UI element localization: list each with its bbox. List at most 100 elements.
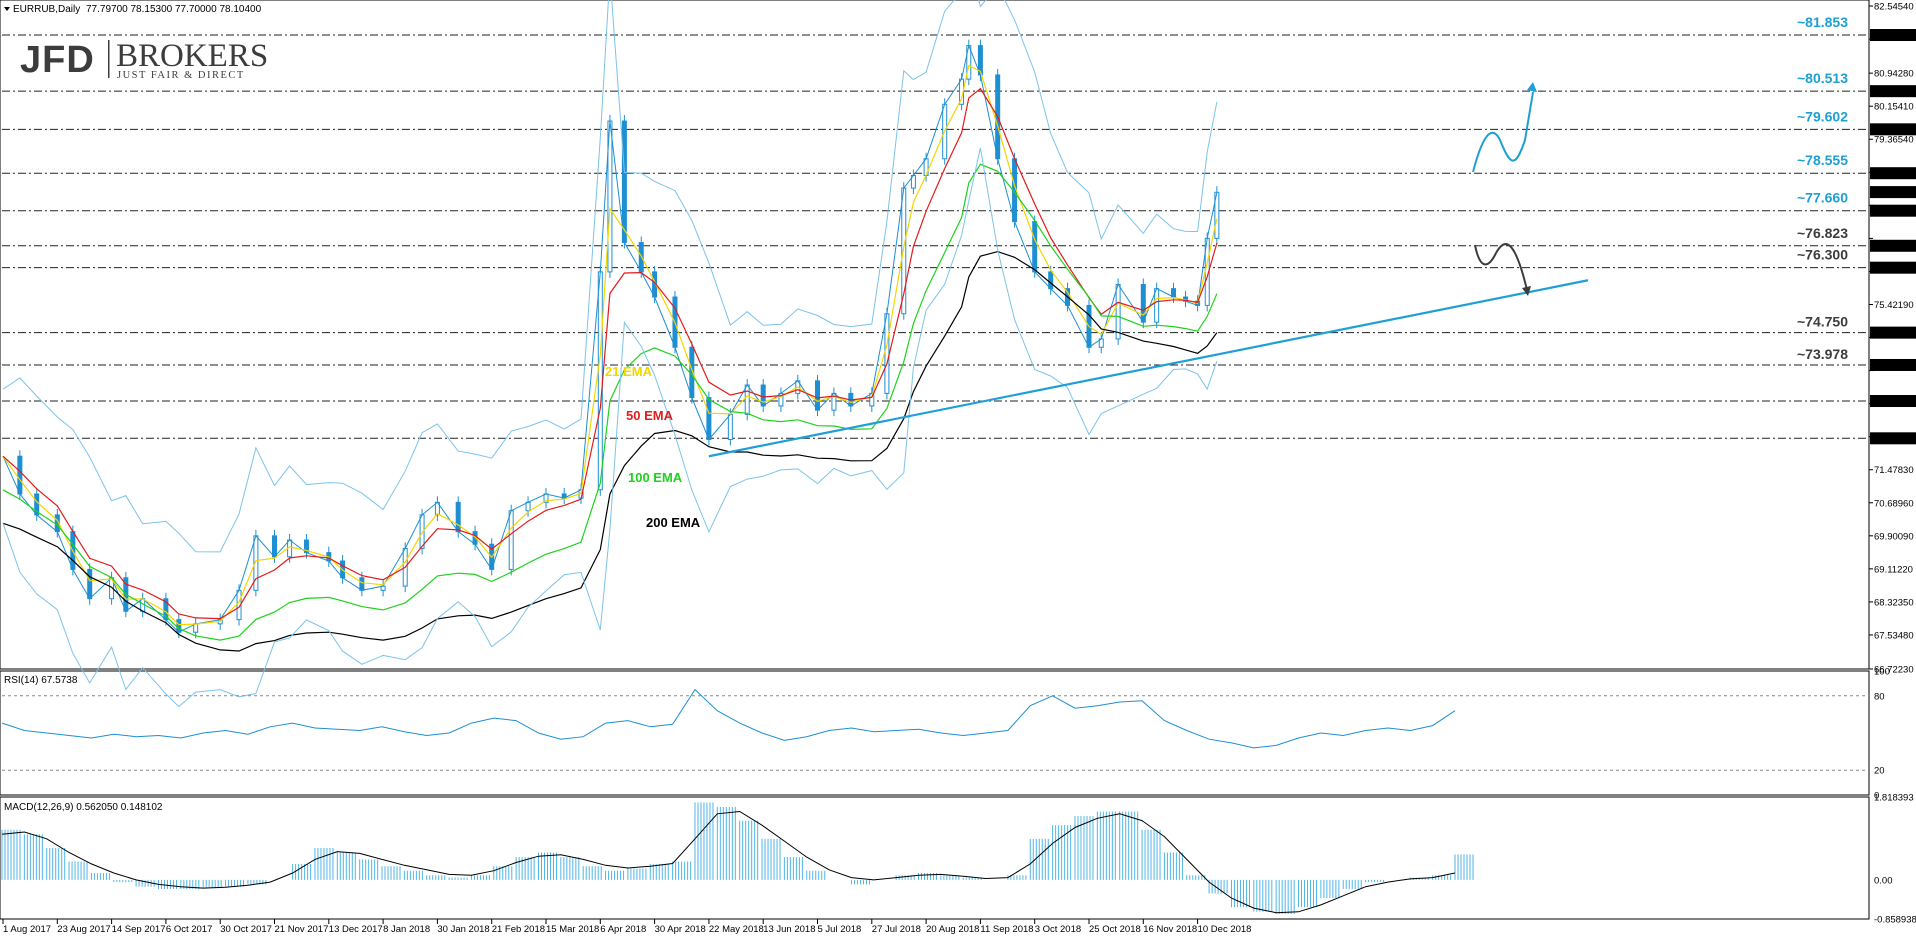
time-axis-label: 22 May 2018 [709, 924, 764, 935]
level-price-tag-text: 79.60200 [1872, 125, 1912, 136]
macd-title: MACD(12,26,9) 0.562050 0.148102 [4, 802, 163, 813]
logo-tagline: JUST FAIR & DIRECT [117, 70, 245, 81]
rsi-axis-label: 0 [1874, 791, 1879, 802]
macd-axis-label: 0.00 [1874, 875, 1893, 886]
time-axis-label: 13 Dec 2017 [329, 924, 383, 935]
time-axis-label: 11 Sep 2018 [980, 924, 1033, 935]
candle-body [455, 501, 461, 533]
ema-line [2, 163, 1218, 641]
price-axis-label: 67.53480 [1874, 630, 1914, 641]
time-axis-label: 30 Jan 2018 [437, 924, 489, 935]
ema-line [2, 250, 1218, 652]
level-price-tag [1870, 261, 1916, 274]
macd-axis-label: 1.818393 [1874, 792, 1914, 803]
level-price-tag [1870, 395, 1916, 408]
candle-body [744, 384, 750, 415]
price-axis-label: 66.72230 [1874, 665, 1914, 676]
level-price-tag-text: 72.22800 [1872, 434, 1912, 445]
level-price-tag [1870, 29, 1916, 42]
time-axis-label: 3 Oct 2018 [1035, 924, 1081, 935]
time-axis-label: 13 Jun 2018 [763, 924, 815, 935]
level-price-tag-text: 73.11800 [1872, 397, 1911, 408]
trendline [708, 279, 1589, 458]
level-price-tag [1870, 123, 1916, 136]
rsi-panel-frame [0, 670, 1870, 796]
price-axis-label: 68.32350 [1874, 597, 1914, 608]
level-price-tag [1870, 204, 1916, 217]
level-price-tag [1870, 85, 1916, 98]
rsi-axis-label: 20 [1874, 766, 1885, 777]
price-axis-label: 79.36540 [1874, 135, 1914, 146]
time-axis-label: 8 Jan 2018 [383, 924, 430, 935]
level-label: ~76.823 [1797, 225, 1848, 241]
macd-signal-line [1, 810, 1456, 914]
ema-label: 50 EMA [626, 408, 674, 423]
candle-body [1140, 283, 1146, 323]
current-price-tag [1870, 186, 1916, 199]
level-price-tag [1870, 239, 1916, 252]
price-axis-label: 70.68960 [1874, 498, 1914, 509]
bearish-arrow-head-icon [1522, 286, 1531, 296]
price-axis-label: 80.94280 [1874, 69, 1914, 80]
rsi-axis-label: 80 [1874, 691, 1885, 702]
rsi-title: RSI(14) 67.5738 [4, 675, 78, 686]
time-axis-label: 20 Aug 2018 [926, 924, 979, 935]
candle-body [87, 568, 93, 600]
price-plot: ~81.853 ~80.513 ~79.602 ~78.555 ~77.660 ~76.8… [2, 0, 1869, 708]
level-price-tag-text: 74.75000 [1872, 328, 1912, 339]
level-label: ~77.660 [1797, 190, 1848, 206]
bullish-scenario-path [1472, 91, 1534, 173]
candle-body [727, 413, 733, 440]
bollinger-upper [2, 0, 1218, 553]
price-axis-label: 82.54540 [1874, 2, 1914, 13]
candle-body [1048, 271, 1054, 290]
candle-body [1115, 283, 1121, 340]
time-axis-label: 15 Mar 2018 [546, 924, 599, 935]
rsi-plot [1, 688, 1869, 771]
candle-body [1214, 191, 1220, 239]
candle-body [508, 510, 514, 570]
level-price-tag-text: 81.85300 [1872, 31, 1912, 42]
time-axis-label: 27 Jul 2018 [872, 924, 921, 935]
candle-body [359, 577, 365, 591]
logo-brand: JFD [20, 39, 95, 81]
current-price-tag-text: 78.10400 [1872, 188, 1912, 199]
level-label: ~73.978 [1797, 346, 1848, 362]
macd-axis-label: -0.858938 [1874, 914, 1916, 925]
candle-body [884, 313, 890, 394]
ema-label: 200 EMA [646, 515, 701, 530]
level-label: ~81.853 [1797, 14, 1848, 30]
level-price-tag [1870, 167, 1916, 180]
time-axis-label: 25 Oct 2018 [1089, 924, 1141, 935]
candle-body [17, 455, 23, 495]
candle-body [706, 397, 712, 440]
level-price-tag-text: 73.97800 [1872, 360, 1912, 371]
macd-plot [1, 802, 1474, 915]
level-label: ~74.750 [1797, 314, 1848, 330]
level-price-tag-text: 76.30000 [1872, 263, 1912, 274]
candle-body [815, 380, 820, 411]
price-axis-label: 71.47830 [1874, 465, 1914, 476]
candle-body [272, 535, 277, 558]
time-axis-label: 5 Jul 2018 [818, 924, 862, 935]
level-price-tag-text: 77.66000 [1872, 206, 1912, 217]
candle-body [193, 623, 199, 633]
time-axis-label: 6 Oct 2017 [166, 924, 212, 935]
time-axis-label: 21 Feb 2018 [492, 924, 545, 935]
ema-label: 100 EMA [628, 470, 683, 485]
rsi-axis-label: 100 [1874, 667, 1890, 678]
collapse-triangle-icon[interactable] [4, 7, 10, 11]
bollinger-lower [2, 147, 1218, 708]
time-axis-label: 16 Nov 2018 [1143, 924, 1197, 935]
level-price-tag-text: 80.51300 [1872, 87, 1912, 98]
time-axis-label: 30 Oct 2017 [220, 924, 272, 935]
time-axis-label: 30 Apr 2018 [655, 924, 706, 935]
candle-body [621, 120, 627, 244]
time-axis-label: 1 Aug 2017 [3, 924, 51, 935]
bullish-arrow-head-icon [1527, 82, 1537, 92]
candle-body [1032, 221, 1038, 273]
ema-label: 21 EMA [605, 364, 653, 379]
logo-name: BROKERS [116, 38, 268, 74]
time-axis-label: 6 Apr 2018 [600, 924, 646, 935]
